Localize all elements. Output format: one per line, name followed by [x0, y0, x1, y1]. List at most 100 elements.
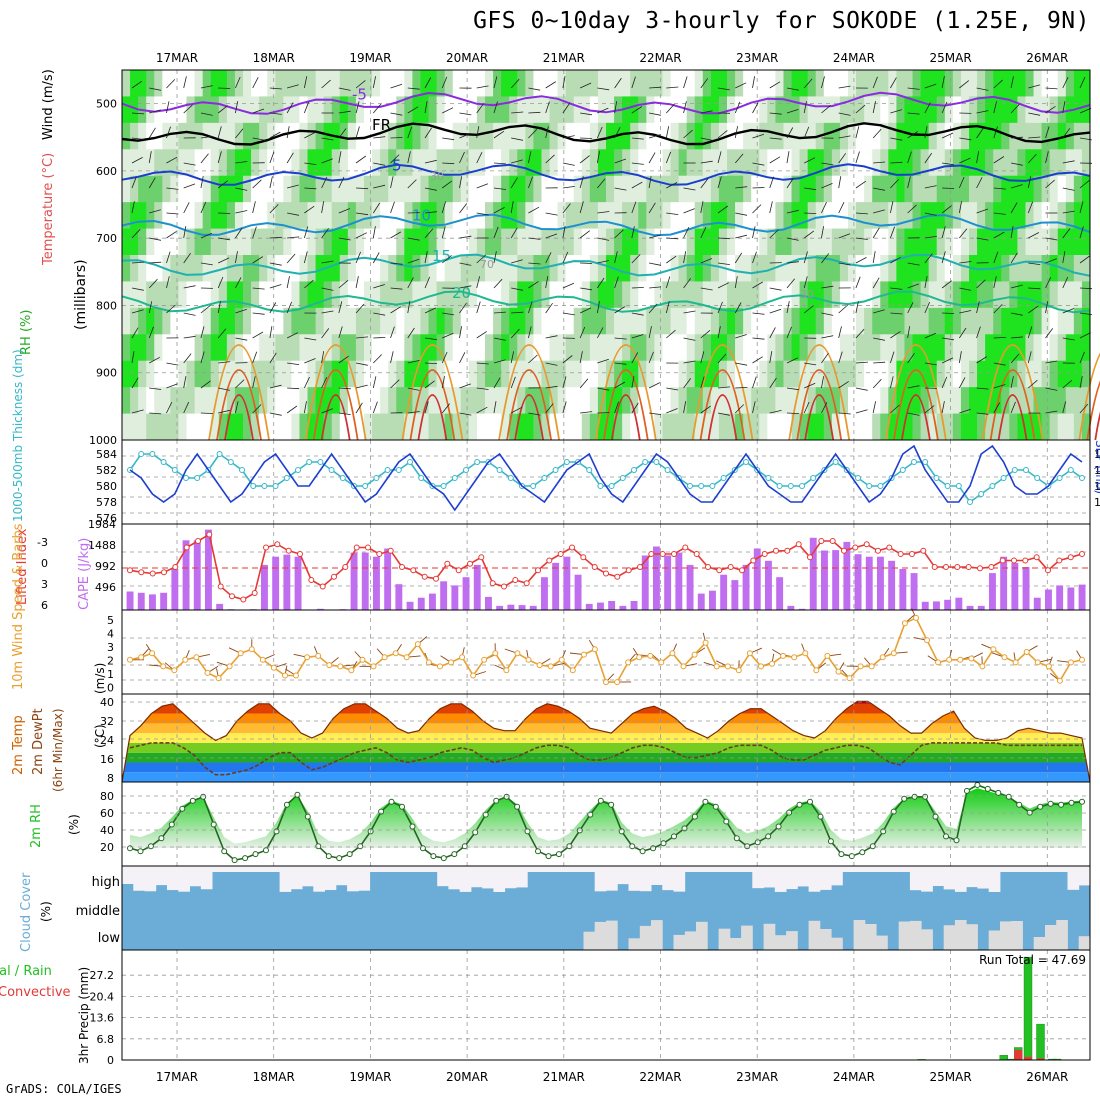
wind-barb: [683, 227, 690, 239]
wind-barb: [873, 309, 885, 314]
cloud-high-clear: [504, 866, 517, 889]
lifted-index-line-point: [795, 541, 802, 548]
wind-speed-line-point: [525, 656, 532, 663]
cape-bar: [641, 555, 649, 610]
rh-shade-cell: [799, 228, 809, 256]
rh-shade-cell: [775, 334, 784, 362]
wind-barb: [1027, 201, 1033, 214]
rh-line-point: [419, 845, 426, 852]
wind-barb: [373, 103, 382, 114]
rh-shade-cell: [880, 255, 889, 282]
rh-shade-cell: [452, 360, 462, 388]
thickness-line-point: [608, 483, 615, 489]
rh-shade-cell: [476, 413, 486, 441]
rh-shade-cell: [1017, 255, 1026, 282]
wind-barb: [1010, 284, 1023, 289]
rh-shade-cell: [775, 413, 784, 441]
wind-barb: [476, 362, 489, 365]
wind-barb: [821, 312, 834, 316]
cloud-low-clear: [729, 938, 742, 950]
rh-shade-cell: [759, 307, 768, 335]
temp-band: [122, 742, 1090, 753]
rh-line-point: [430, 853, 437, 860]
wind-barb: [390, 326, 395, 339]
lifted-index-line-point: [671, 551, 677, 557]
rh-shade-cell: [718, 228, 728, 256]
wind-barb: [976, 301, 980, 314]
rh-shade-cell: [597, 281, 607, 309]
wind-speed-line-point: [636, 654, 643, 661]
rh-line-point: [702, 798, 709, 805]
rh-shade-cell: [485, 175, 494, 203]
cloud-low-clear: [606, 920, 618, 950]
wind-barb: [459, 352, 466, 364]
rh-shade-cell: [460, 281, 470, 309]
wind-barb: [372, 76, 376, 89]
rh-shade-cell: [388, 228, 397, 256]
wind-barb: [907, 385, 920, 389]
cloud-low-clear: [1033, 937, 1046, 950]
lifted-index-line-point: [920, 547, 927, 554]
rh-shade-cell: [1001, 202, 1010, 230]
rh-shade-cell: [1073, 202, 1083, 230]
wind-barb: [890, 287, 903, 290]
wind-barb: [872, 101, 876, 114]
rh-shade-cell: [638, 334, 647, 362]
rh-line-point: [817, 813, 824, 820]
rh-shade-cell: [888, 255, 897, 282]
wind-barb: [1045, 87, 1058, 90]
rh-shade-cell: [856, 96, 865, 124]
wind-barb: [217, 301, 221, 314]
wind-barb: [1045, 179, 1055, 189]
rh-shade-cell: [122, 334, 131, 362]
rh-shade-cell: [291, 307, 300, 335]
rh-shade-cell: [202, 281, 212, 309]
wind-barb: [528, 281, 539, 289]
rh-shade-cell: [452, 281, 462, 309]
wind-barb: [752, 356, 763, 364]
wind-barb: [821, 226, 824, 239]
rh-axis-label: RH (%): [19, 310, 34, 355]
thickness-line-point: [541, 475, 548, 481]
cape-bar: [406, 601, 414, 610]
wind-barb: [286, 405, 298, 414]
rh-line-point: [1047, 800, 1054, 807]
rh-shade-cell: [355, 360, 365, 388]
rh-shade-cell: [565, 202, 575, 230]
rh-shade-cell: [460, 360, 470, 388]
lifted-index-line-point: [818, 538, 825, 544]
rh-shade-cell: [428, 387, 438, 415]
rh-shade-cell: [315, 70, 325, 97]
rh-shade-cell: [226, 334, 236, 362]
rh-shade-cell: [557, 413, 567, 441]
rh-shade-cell: [622, 387, 631, 415]
rh-shade-cell: [283, 387, 292, 415]
wind-barb: [218, 387, 230, 391]
rh-shade-cell: [259, 387, 268, 415]
isotherm-label: 5: [392, 156, 402, 174]
rh-shade-cell: [1025, 413, 1035, 441]
rh-shade-cell: [436, 413, 446, 441]
rh-shade-cell: [1025, 255, 1035, 282]
rh-shade-cell: [928, 413, 938, 441]
lifted-index-line-point: [433, 575, 439, 582]
rh-line-point: [200, 793, 207, 800]
rh-shade-cell: [872, 334, 881, 362]
lifted-index-line-point: [172, 564, 179, 570]
wind-barb: [183, 162, 196, 166]
rh-line-point: [336, 855, 343, 862]
wind-barb: [665, 276, 671, 289]
rh-shade-cell: [646, 202, 655, 230]
rh-shade-cell: [493, 413, 502, 441]
rh-shade-cell: [573, 281, 583, 309]
rh-shade-cell: [912, 122, 922, 150]
rh-shade-cell: [267, 228, 276, 256]
wind-barb: [666, 237, 679, 240]
rh-shade-cell: [823, 122, 833, 150]
precip-convective-bar: [1024, 1056, 1032, 1060]
rh-line-point: [838, 851, 845, 858]
rh-shade-cell: [468, 149, 478, 177]
isotherm-line: [121, 163, 1091, 186]
rh-shade-cell: [912, 228, 922, 256]
rh-shade-cell: [1065, 387, 1075, 415]
